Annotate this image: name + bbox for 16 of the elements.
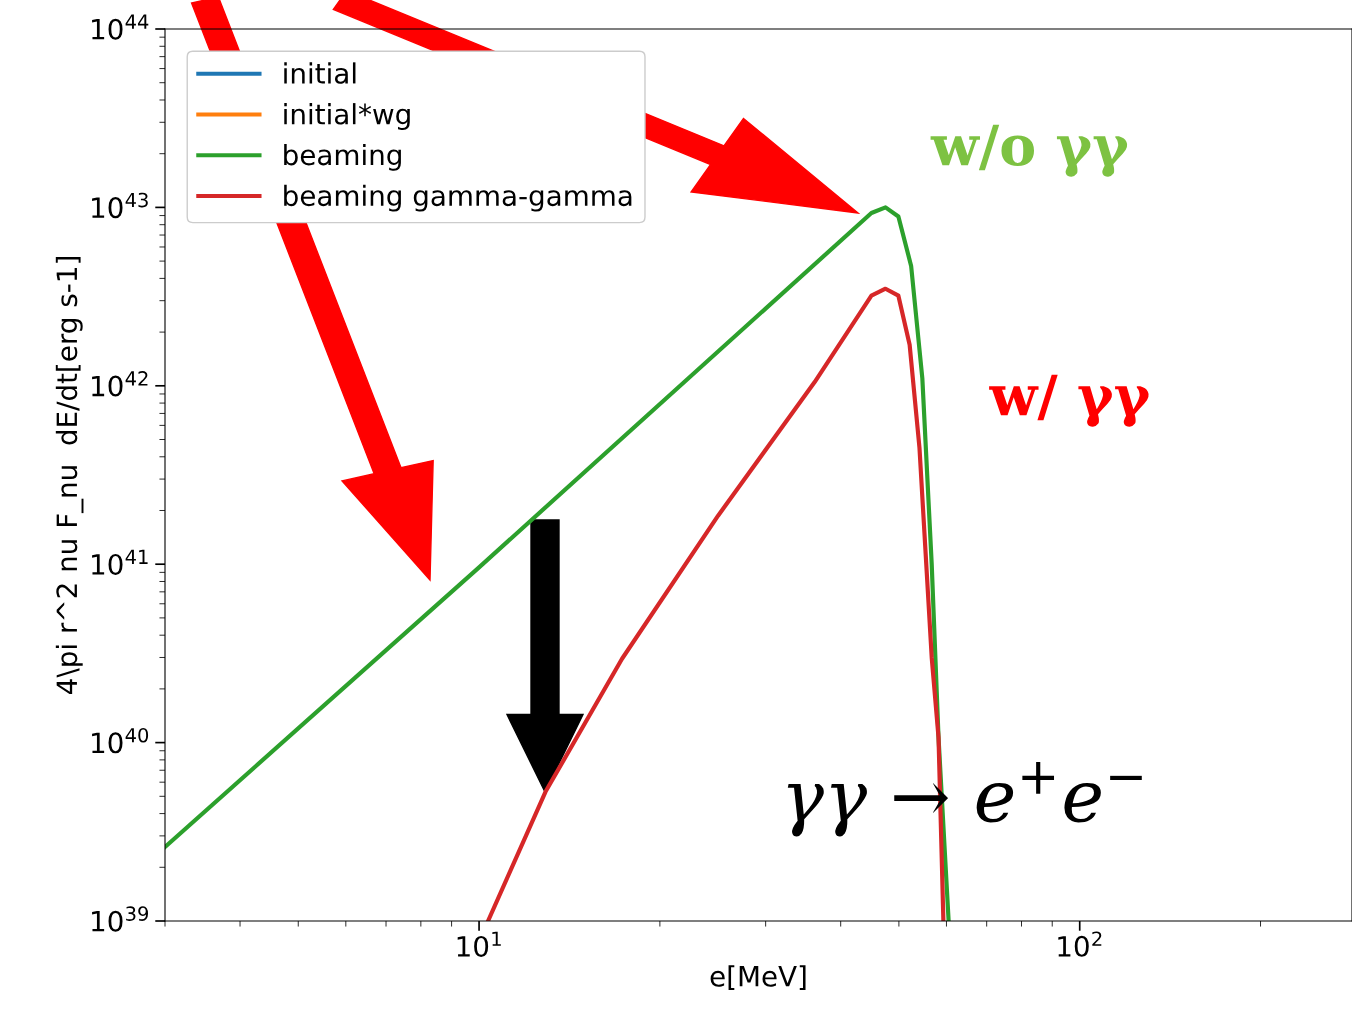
legend-label: beaming [284,143,401,171]
y-tick-label: 10$^{43}$ [92,192,148,219]
x-tick-label: 10$^{1}$ [457,931,501,957]
y-tick-label: 10$^{40}$ [92,727,149,754]
x-tick-label: 10$^{2}$ [1058,931,1102,957]
y-axis-title: 4\pi r^2 nu F_nu dE/dt[erg s-1] [55,257,84,694]
y-tick-label: 10$^{39}$ [92,906,149,932]
y-tick-label: 10$^{42}$ [92,371,148,397]
legend-label: initial*wg [284,103,410,130]
x-axis-title: e[MeV] [710,965,806,991]
legend-label: beaming gamma-gamma [284,184,632,212]
legend-label: initial [284,62,356,84]
annotation: w/ γγ [989,374,1149,427]
annotation: w/o γγ [930,124,1128,177]
y-tick-label: 10$^{44}$ [92,14,149,40]
y-tick-label: 10$^{41}$ [92,549,148,575]
